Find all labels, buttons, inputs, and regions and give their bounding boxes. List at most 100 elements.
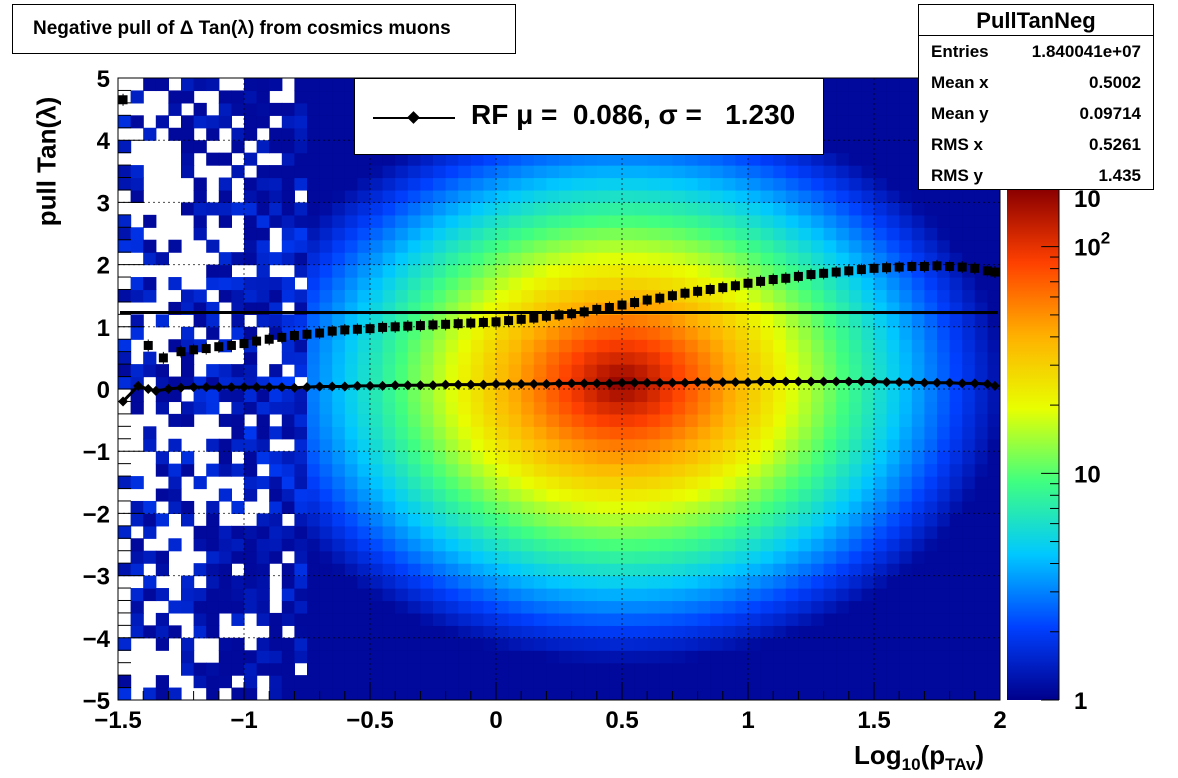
sigma-point <box>189 345 199 355</box>
heatmap-cell <box>924 476 938 490</box>
heatmap-cell <box>609 239 623 253</box>
heatmap-cell <box>861 687 875 700</box>
heatmap-cell <box>407 214 421 228</box>
heatmap-cell <box>924 451 938 465</box>
heatmap-cell <box>836 675 850 689</box>
heatmap-cell <box>546 426 560 440</box>
heatmap-cell <box>181 600 195 614</box>
heatmap-cell <box>748 401 762 415</box>
sigma-point <box>541 311 551 321</box>
heatmap-cell <box>634 389 648 403</box>
heatmap-cell <box>974 314 988 328</box>
heatmap-cell <box>307 513 321 527</box>
heatmap-cell <box>672 401 686 415</box>
heatmap-cell <box>899 102 913 116</box>
heatmap-cell <box>395 227 409 241</box>
heatmap-cell <box>911 513 925 527</box>
heatmap-cell <box>634 401 648 415</box>
heatmap-cell <box>307 177 321 191</box>
sigma-point <box>932 261 942 271</box>
heatmap-cell <box>962 563 976 577</box>
sigma-point <box>143 340 153 350</box>
heatmap-cell <box>231 326 245 340</box>
heatmap-cell <box>218 277 232 291</box>
heatmap-cell <box>622 152 636 166</box>
heatmap-cell <box>874 214 888 228</box>
color-scale-label-exponent: 2 <box>1101 229 1110 248</box>
mu-point <box>453 379 464 390</box>
heatmap-cell <box>168 277 182 291</box>
heatmap-cell <box>370 239 384 253</box>
heatmap-cell <box>319 500 333 514</box>
heatmap-cell <box>836 78 850 92</box>
heatmap-cell <box>924 277 938 291</box>
heatmap-cell <box>269 389 283 403</box>
heatmap-cell <box>697 389 711 403</box>
heatmap-cell <box>546 177 560 191</box>
heatmap-cell <box>987 650 1000 664</box>
heatmap-cell <box>924 214 938 228</box>
heatmap-cell <box>899 202 913 216</box>
heatmap-cell <box>420 426 434 440</box>
sigma-point <box>990 267 1000 277</box>
heatmap-cell <box>218 662 232 676</box>
heatmap-cell <box>206 438 220 452</box>
y-axis-title: pull Tan(λ) <box>32 87 63 237</box>
heatmap-cell <box>974 662 988 676</box>
mu-point <box>365 380 375 391</box>
heatmap-cell <box>382 600 396 614</box>
heatmap-cell <box>748 476 762 490</box>
heatmap-cell <box>634 650 648 664</box>
heatmap-cell <box>281 102 295 116</box>
heatmap-cell <box>760 575 774 589</box>
heatmap-cell <box>256 550 270 564</box>
heatmap-cell <box>710 177 724 191</box>
heatmap-cell <box>811 687 825 700</box>
heatmap-cell <box>622 463 636 477</box>
heatmap-cell <box>685 438 699 452</box>
heatmap-cell <box>836 625 850 639</box>
heatmap-cell <box>521 451 535 465</box>
heatmap-cell <box>118 476 132 490</box>
heatmap-cell <box>924 563 938 577</box>
heatmap-cell <box>848 588 862 602</box>
heatmap-cell <box>407 401 421 415</box>
heatmap-cell <box>836 476 850 490</box>
heatmap-cell <box>332 625 346 639</box>
heatmap-cell <box>886 351 900 365</box>
heatmap-cell <box>269 687 283 700</box>
stats-title: PullTanNeg <box>919 5 1153 36</box>
heatmap-cell <box>596 650 610 664</box>
heatmap-cell <box>496 500 510 514</box>
heatmap-cell <box>596 426 610 440</box>
heatmap-cell <box>609 339 623 353</box>
heatmap-cell <box>811 550 825 564</box>
heatmap-cell <box>244 127 258 141</box>
heatmap-cell <box>848 563 862 577</box>
heatmap-cell <box>508 389 522 403</box>
heatmap-cell <box>609 289 623 303</box>
heatmap-cell <box>319 488 333 502</box>
heatmap-cell <box>231 637 245 651</box>
heatmap-cell <box>622 625 636 639</box>
mu-point <box>680 377 690 388</box>
heatmap-cell <box>256 401 270 415</box>
heatmap-cell <box>848 401 862 415</box>
heatmap-cell <box>798 239 812 253</box>
heatmap-cell <box>118 339 132 353</box>
heatmap-cell <box>836 637 850 651</box>
heatmap-cell <box>949 650 963 664</box>
heatmap-cell <box>886 675 900 689</box>
heatmap-cell <box>773 600 787 614</box>
heatmap-cell <box>899 612 913 626</box>
heatmap-cell <box>685 588 699 602</box>
heatmap-cell <box>193 227 207 241</box>
heatmap-cell <box>571 438 585 452</box>
heatmap-cell <box>344 339 358 353</box>
heatmap-cell <box>735 252 749 266</box>
heatmap-cell <box>218 550 232 564</box>
heatmap-cell <box>659 339 673 353</box>
heatmap-cell <box>937 650 951 664</box>
heatmap-cell <box>722 563 736 577</box>
heatmap-cell <box>281 687 295 700</box>
